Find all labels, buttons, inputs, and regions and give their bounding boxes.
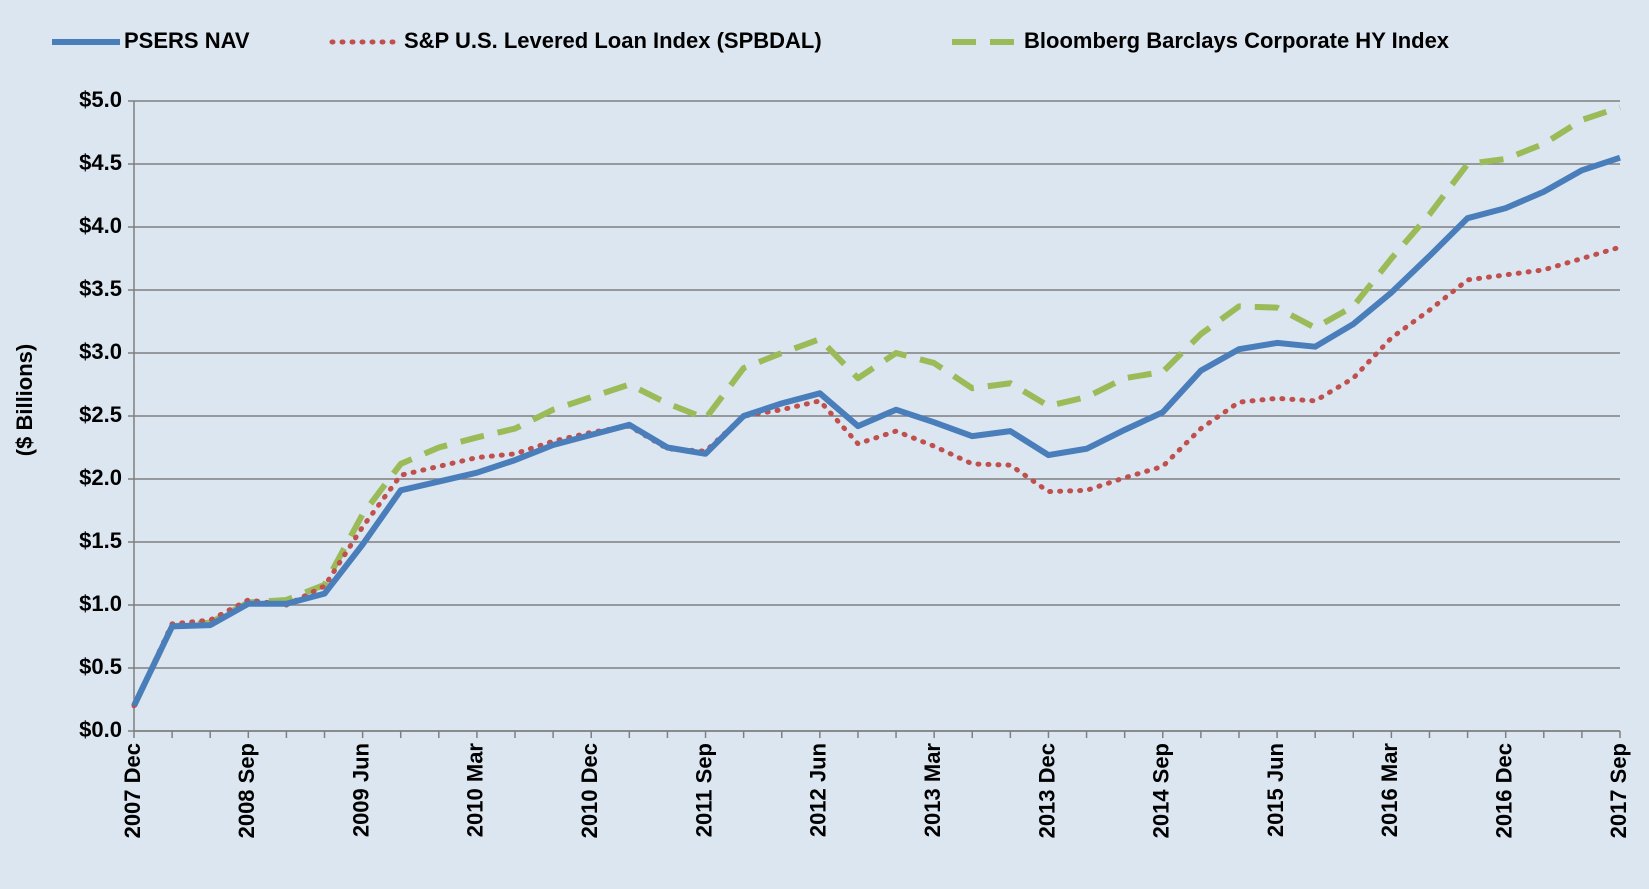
x-tick-label: 2017 Sep — [1606, 743, 1631, 838]
y-tick-label: $1.0 — [79, 591, 122, 616]
x-tick-label: 2012 Jun — [806, 743, 831, 837]
x-tick-label: 2013 Mar — [920, 743, 945, 838]
y-tick-label: $4.0 — [79, 213, 122, 238]
x-tick-label: 2010 Dec — [577, 743, 602, 838]
y-tick-label: $2.0 — [79, 465, 122, 490]
series-line — [131, 244, 1623, 709]
legend-label: PSERS NAV — [124, 28, 250, 53]
x-tick-label: 2013 Dec — [1034, 743, 1059, 838]
x-tick-label: 2008 Sep — [234, 743, 259, 838]
y-tick-label: $0.0 — [79, 717, 122, 742]
y-tick-label: $0.5 — [79, 654, 122, 679]
series-line — [131, 154, 1621, 708]
legend-label: S&P U.S. Levered Loan Index (SPBDAL) — [404, 28, 822, 53]
x-tick-label: 2016 Mar — [1377, 743, 1402, 838]
x-tick-label: 2007 Dec — [120, 743, 145, 838]
y-tick-label: $5.0 — [79, 87, 122, 112]
y-tick-label: $4.5 — [79, 150, 122, 175]
x-tick-label: 2016 Dec — [1492, 743, 1517, 838]
y-tick-label: $1.5 — [79, 528, 122, 553]
y-axis-label: ($ Billions) — [12, 344, 37, 456]
x-tick-label: 2010 Mar — [463, 743, 488, 838]
x-tick-label: 2011 Sep — [691, 743, 716, 837]
x-tick-label: 2015 Jun — [1263, 743, 1288, 837]
y-tick-label: $2.5 — [79, 402, 122, 427]
legend-label: Bloomberg Barclays Corporate HY Index — [1024, 28, 1450, 53]
y-tick-label: $3.5 — [79, 276, 122, 301]
series-line — [131, 104, 1621, 708]
x-tick-label: 2014 Sep — [1149, 743, 1174, 838]
x-tick-label: 2009 Jun — [348, 743, 373, 837]
y-tick-label: $3.0 — [79, 339, 122, 364]
